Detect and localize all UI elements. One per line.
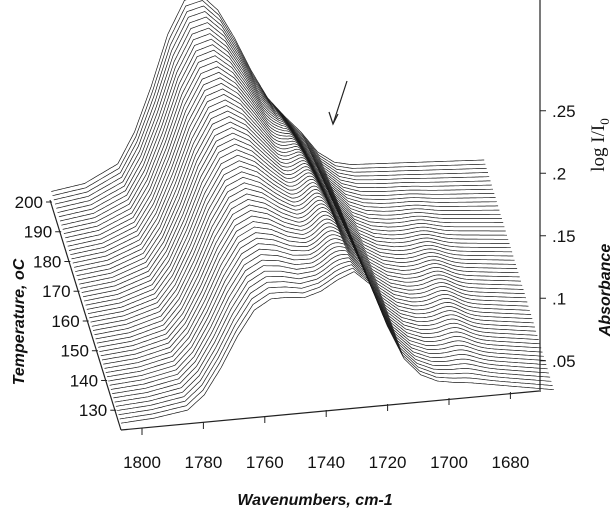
- spectrum-line-8: [112, 246, 546, 395]
- spectrum-line-24: [91, 171, 525, 327]
- spectrum-line-46: [63, 49, 497, 234]
- temperature-tick-label: 130: [79, 401, 107, 420]
- spectrum-line-31: [82, 132, 516, 298]
- spectrum-line-10: [109, 238, 543, 386]
- spectrum-line-34: [79, 116, 513, 285]
- spectrum-line-52: [56, 16, 490, 209]
- spectrum-line-43: [67, 66, 501, 247]
- spectrum-line-21: [95, 187, 529, 340]
- spectrum-line-3: [118, 264, 552, 416]
- spectrum-line-20: [96, 193, 530, 344]
- spectrum-line-2: [119, 267, 553, 420]
- temperature-tick-label: 200: [15, 193, 43, 212]
- spectrum-line-5: [115, 257, 549, 407]
- spectrum-line-33: [80, 121, 514, 289]
- spectrum-line-47: [62, 44, 496, 230]
- spectra-curves: [51, 0, 554, 424]
- spectrum-line-32: [81, 127, 515, 293]
- z-axis-title: Temperature, oC: [11, 258, 28, 385]
- spectrum-line-16: [101, 214, 535, 361]
- wavenumber-tick-label: 1740: [307, 453, 345, 472]
- spectrum-line-23: [93, 176, 527, 331]
- spectrum-line-41: [70, 77, 504, 256]
- spectrum-line-26: [89, 160, 523, 319]
- spectrum-line-7: [113, 250, 547, 399]
- spectrum-line-35: [77, 110, 511, 281]
- spectrum-line-17: [100, 210, 534, 357]
- spectrum-line-19: [98, 199, 532, 348]
- spectrum-line-54: [53, 5, 487, 201]
- absorbance-tick-label: .2: [552, 164, 566, 183]
- spectrum-line-1: [120, 271, 554, 424]
- spectrum-line-53: [55, 11, 489, 205]
- spectrum-line-51: [57, 22, 491, 213]
- spectrum-line-12: [106, 230, 541, 378]
- spectrum-line-25: [90, 165, 524, 323]
- spectrum-line-55: [52, 0, 486, 197]
- spectrum-line-49: [60, 33, 493, 222]
- wavenumber-ticks: 1800 1780 1760 1740 1720 1700 1680: [123, 392, 529, 472]
- temperature-tick-label: 170: [42, 282, 70, 301]
- spectrum-line-50: [58, 27, 492, 218]
- wavenumber-tick-label: 1780: [184, 453, 222, 472]
- spectrum-line-11: [108, 234, 542, 382]
- spectrum-line-44: [66, 60, 500, 243]
- spectrum-line-30: [84, 138, 518, 302]
- spectrum-line-48: [61, 38, 495, 226]
- peak-arrow-annotation: [328, 80, 348, 126]
- spectrum-line-9: [110, 242, 544, 390]
- spectrum-line-22: [94, 182, 528, 336]
- spectrum-line-29: [85, 143, 519, 306]
- spectrum-line-38: [74, 94, 507, 268]
- spectrum-line-36: [76, 105, 510, 277]
- temperature-tick-label: 160: [51, 312, 79, 331]
- absorbance-tick-label: .25: [552, 102, 576, 121]
- spectrum-line-15: [103, 218, 537, 365]
- spectrum-line-40: [71, 82, 505, 260]
- log-label: log I/I: [588, 125, 609, 172]
- wavenumber-tick-label: 1680: [491, 453, 529, 472]
- absorbance-tick-label: .1: [552, 289, 566, 308]
- wavenumber-tick-label: 1700: [430, 453, 468, 472]
- spectrum-line-45: [65, 55, 499, 239]
- temperature-tick-label: 150: [61, 342, 89, 361]
- absorbance-tick-label: .05: [552, 352, 576, 371]
- spectrum-line-13: [105, 226, 539, 373]
- x-axis-title: Wavenumbers, cm-1: [237, 492, 392, 509]
- temperature-ticks: 200 190 180 170 160 150 140 130: [15, 193, 117, 420]
- y-axis-title: Absorbance: [597, 244, 614, 338]
- spectrum-line-14: [104, 222, 538, 369]
- wavenumber-tick-label: 1800: [123, 453, 161, 472]
- absorbance-tick-label: .15: [552, 227, 576, 246]
- wavenumber-axis-line: [120, 390, 540, 431]
- temperature-tick-label: 180: [33, 252, 61, 271]
- spectrum-line-39: [72, 88, 506, 264]
- spectrum-line-42: [68, 71, 502, 251]
- spectrum-line-18: [99, 204, 533, 352]
- temperature-axis-line: [49, 199, 122, 431]
- wavenumber-tick-label: 1760: [246, 453, 284, 472]
- spectrum-line-28: [86, 149, 520, 310]
- absorbance-ticks: .25 .2 .15 .1 .05: [540, 102, 576, 371]
- spectrum-line-27: [87, 154, 521, 314]
- spectrum-line-4: [117, 260, 551, 411]
- log-label-subscript: 0: [597, 118, 612, 125]
- spectrum-line-37: [75, 99, 509, 272]
- temperature-tick-label: 190: [24, 223, 52, 242]
- y-axis-secondary-title: log I/I0: [588, 118, 612, 171]
- temperature-tick-label: 140: [70, 371, 98, 390]
- spectrum-line-6: [114, 253, 548, 403]
- spectrum-line-56: [51, 0, 485, 192]
- wavenumber-tick-label: 1720: [369, 453, 407, 472]
